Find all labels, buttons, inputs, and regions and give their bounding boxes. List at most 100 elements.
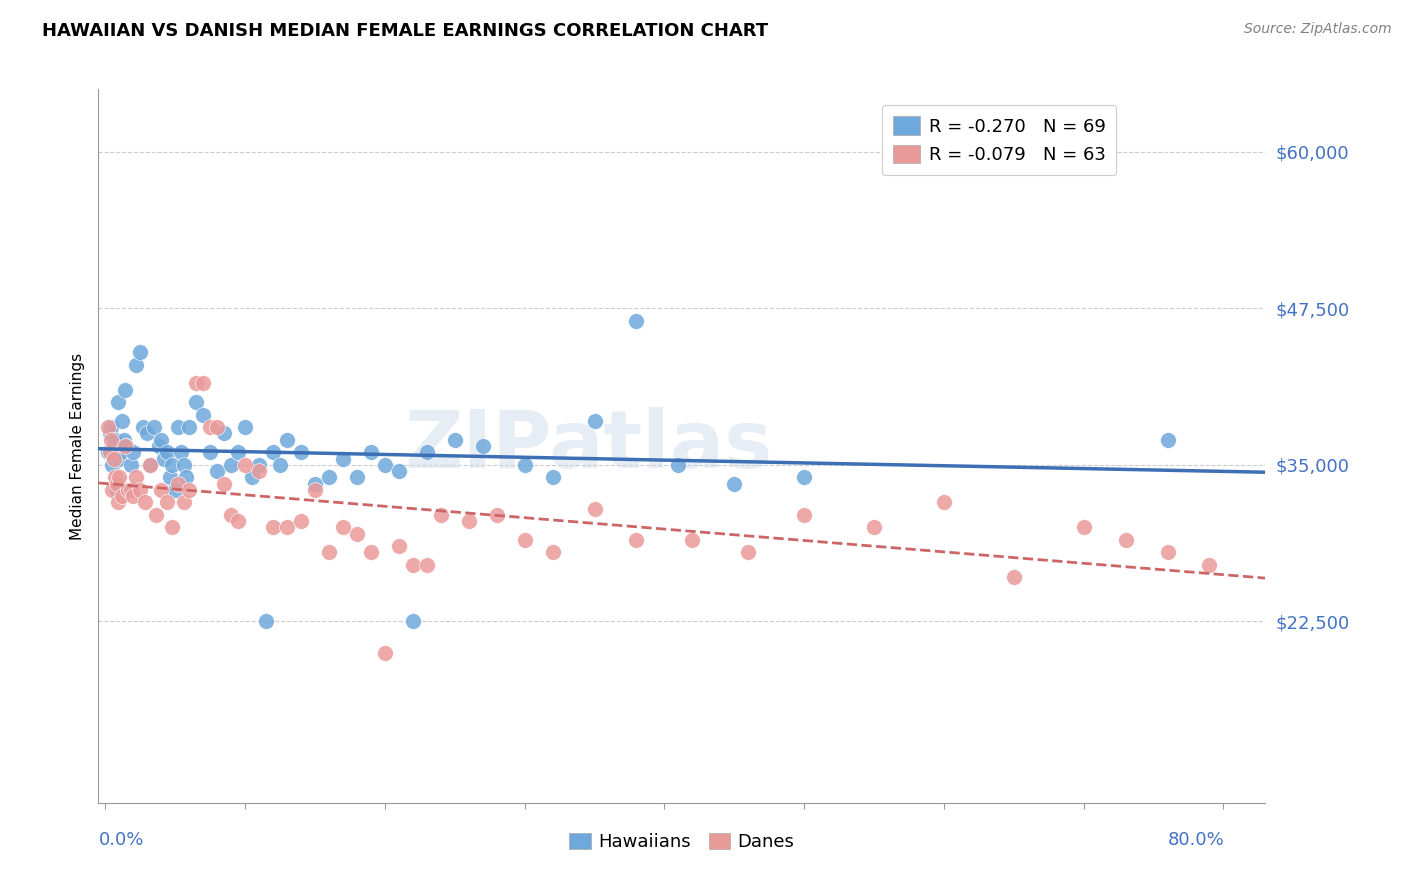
Point	[276, 520, 298, 534]
Point	[193, 376, 215, 391]
Point	[117, 483, 139, 497]
Point	[1198, 558, 1220, 572]
Point	[98, 445, 121, 459]
Point	[103, 451, 125, 466]
Point	[162, 458, 184, 472]
Point	[114, 383, 136, 397]
Point	[346, 526, 368, 541]
Point	[346, 470, 368, 484]
Point	[541, 470, 564, 484]
Point	[150, 483, 173, 497]
Point	[262, 445, 284, 459]
Text: Source: ZipAtlas.com: Source: ZipAtlas.com	[1244, 22, 1392, 37]
Point	[374, 646, 396, 660]
Legend: Hawaiians, Danes: Hawaiians, Danes	[562, 825, 801, 858]
Point	[112, 433, 135, 447]
Point	[111, 489, 134, 503]
Point	[143, 420, 166, 434]
Point	[681, 533, 703, 547]
Point	[117, 483, 139, 497]
Point	[125, 358, 148, 372]
Point	[97, 420, 120, 434]
Point	[115, 439, 138, 453]
Point	[723, 476, 745, 491]
Point	[457, 514, 479, 528]
Point	[167, 476, 190, 491]
Point	[233, 420, 256, 434]
Point	[485, 508, 508, 522]
Point	[513, 458, 536, 472]
Point	[111, 414, 134, 428]
Point	[97, 445, 120, 459]
Point	[443, 433, 465, 447]
Point	[129, 345, 152, 359]
Point	[1115, 533, 1137, 547]
Point	[668, 458, 690, 472]
Point	[332, 451, 354, 466]
Point	[150, 433, 173, 447]
Point	[120, 483, 142, 497]
Point	[583, 414, 606, 428]
Point	[132, 420, 155, 434]
Point	[416, 445, 439, 459]
Point	[360, 545, 382, 559]
Y-axis label: Median Female Earnings: Median Female Earnings	[69, 352, 84, 540]
Point	[360, 445, 382, 459]
Point	[318, 545, 340, 559]
Point	[162, 520, 184, 534]
Point	[107, 395, 129, 409]
Point	[156, 495, 179, 509]
Point	[793, 508, 815, 522]
Point	[1156, 545, 1178, 559]
Point	[226, 445, 249, 459]
Point	[170, 445, 193, 459]
Point	[932, 495, 955, 509]
Point	[139, 458, 162, 472]
Point	[219, 508, 242, 522]
Point	[304, 483, 326, 497]
Point	[1002, 570, 1025, 584]
Text: HAWAIIAN VS DANISH MEDIAN FEMALE EARNINGS CORRELATION CHART: HAWAIIAN VS DANISH MEDIAN FEMALE EARNING…	[42, 22, 768, 40]
Point	[247, 464, 270, 478]
Point	[388, 464, 411, 478]
Point	[129, 483, 152, 497]
Point	[226, 514, 249, 528]
Point	[136, 426, 159, 441]
Point	[125, 470, 148, 484]
Point	[374, 458, 396, 472]
Point	[186, 395, 208, 409]
Point	[276, 433, 298, 447]
Point	[212, 426, 235, 441]
Point	[304, 476, 326, 491]
Point	[513, 533, 536, 547]
Point	[148, 439, 170, 453]
Point	[145, 508, 167, 522]
Point	[737, 545, 759, 559]
Point	[176, 470, 198, 484]
Point	[114, 439, 136, 453]
Point	[626, 533, 648, 547]
Point	[122, 445, 145, 459]
Point	[430, 508, 453, 522]
Text: ZIPatlas: ZIPatlas	[405, 407, 773, 485]
Point	[388, 539, 411, 553]
Point	[402, 558, 425, 572]
Point	[159, 470, 181, 484]
Point	[541, 545, 564, 559]
Point	[108, 451, 131, 466]
Point	[793, 470, 815, 484]
Point	[139, 458, 162, 472]
Point	[165, 483, 187, 497]
Point	[173, 458, 195, 472]
Text: 0.0%: 0.0%	[98, 831, 143, 849]
Point	[110, 445, 132, 459]
Point	[863, 520, 886, 534]
Point	[179, 420, 201, 434]
Point	[290, 445, 312, 459]
Point	[156, 445, 179, 459]
Point	[269, 458, 291, 472]
Point	[107, 495, 129, 509]
Point	[583, 501, 606, 516]
Point	[200, 445, 222, 459]
Point	[153, 451, 176, 466]
